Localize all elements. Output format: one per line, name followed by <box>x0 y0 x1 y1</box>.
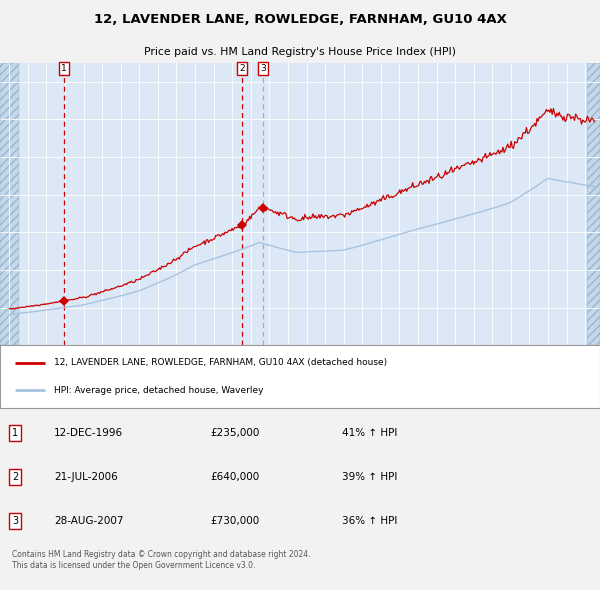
Text: 2: 2 <box>12 472 18 482</box>
Text: 1: 1 <box>61 64 67 73</box>
Text: 28-AUG-2007: 28-AUG-2007 <box>54 516 124 526</box>
Text: 1: 1 <box>12 428 18 438</box>
Bar <box>0 63 19 345</box>
Text: 12, LAVENDER LANE, ROWLEDGE, FARNHAM, GU10 4AX: 12, LAVENDER LANE, ROWLEDGE, FARNHAM, GU… <box>94 12 506 25</box>
Text: £730,000: £730,000 <box>210 516 259 526</box>
Text: 2: 2 <box>239 64 245 73</box>
Text: Contains HM Land Registry data © Crown copyright and database right 2024.
This d: Contains HM Land Registry data © Crown c… <box>12 550 311 570</box>
Text: £235,000: £235,000 <box>210 428 259 438</box>
Text: 21-JUL-2006: 21-JUL-2006 <box>54 472 118 482</box>
Text: 36% ↑ HPI: 36% ↑ HPI <box>342 516 397 526</box>
Bar <box>587 63 600 345</box>
Text: £640,000: £640,000 <box>210 472 259 482</box>
Text: 41% ↑ HPI: 41% ↑ HPI <box>342 428 397 438</box>
Text: 12, LAVENDER LANE, ROWLEDGE, FARNHAM, GU10 4AX (detached house): 12, LAVENDER LANE, ROWLEDGE, FARNHAM, GU… <box>54 358 387 368</box>
Text: 3: 3 <box>260 64 266 73</box>
Text: Price paid vs. HM Land Registry's House Price Index (HPI): Price paid vs. HM Land Registry's House … <box>144 47 456 57</box>
Text: 12-DEC-1996: 12-DEC-1996 <box>54 428 123 438</box>
Bar <box>587 63 600 345</box>
Text: 39% ↑ HPI: 39% ↑ HPI <box>342 472 397 482</box>
Text: HPI: Average price, detached house, Waverley: HPI: Average price, detached house, Wave… <box>54 386 263 395</box>
Text: 3: 3 <box>12 516 18 526</box>
Bar <box>0 63 19 345</box>
